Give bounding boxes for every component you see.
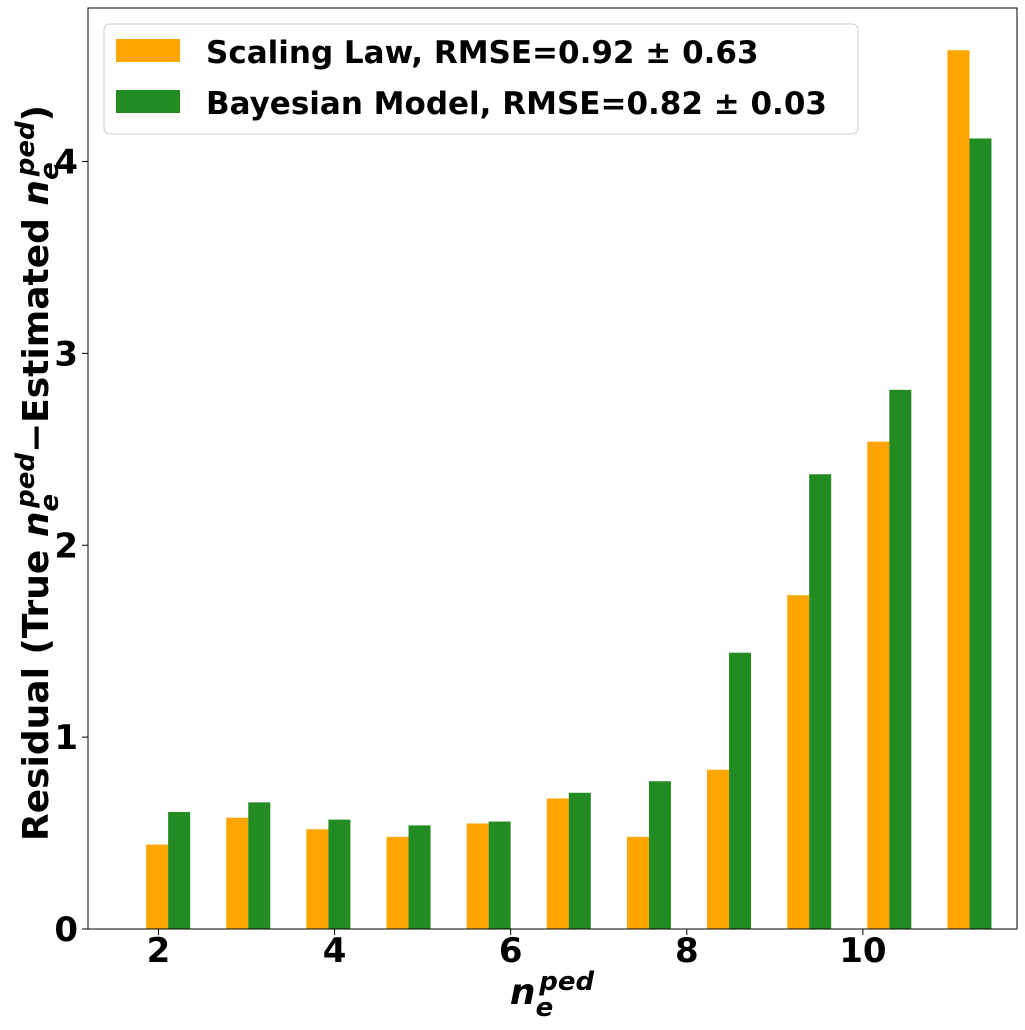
x-tick-label-1: 4 (323, 931, 347, 971)
bar-series-1-point-8 (809, 474, 832, 929)
bar-series-1-point-10 (969, 138, 992, 930)
bar-series-1-point-0 (168, 811, 191, 929)
y-axis-label: Residual (True neped−Estimated neped) (11, 105, 65, 841)
plot-frame (87, 7, 1018, 930)
x-tick-label-3: 8 (675, 931, 699, 971)
bar-series-0-point-10 (947, 50, 970, 929)
y-tick-label-0: 0 (54, 910, 78, 950)
x-tick-label-4: 10 (839, 931, 886, 971)
bar-series-1-point-1 (248, 802, 271, 929)
bar-series-0-point-9 (867, 441, 890, 929)
legend-label-bayesian-model: Bayesian Model, RMSE=0.82 ± 0.03 (206, 86, 827, 122)
x-axis-label: neped (510, 967, 595, 1023)
legend: Scaling Law, RMSE=0.92 ± 0.63 Bayesian M… (103, 23, 859, 135)
bar-series-0-point-3 (386, 836, 409, 929)
legend-label-scaling-law: Scaling Law, RMSE=0.92 ± 0.63 (206, 35, 759, 71)
y-axis-ticks: 0 1 2 3 4 (54, 143, 88, 950)
bar-series-0-point-1 (226, 817, 249, 929)
legend-swatch-bayesian-model (116, 90, 180, 113)
x-axis-ticks: 2 4 6 8 10 (147, 929, 887, 971)
bar-series-1-point-4 (488, 821, 511, 929)
legend-box (103, 23, 859, 135)
y-tick-label-2: 2 (54, 526, 78, 566)
bar-series-0-point-5 (546, 798, 569, 929)
legend-swatch-scaling-law (116, 39, 180, 62)
bar-series-1-point-2 (328, 819, 351, 929)
bar-series-0-point-0 (146, 844, 169, 929)
bar-series-0-point-4 (466, 823, 489, 929)
bar-series-1-point-9 (889, 389, 912, 929)
bar-series-0-point-2 (306, 829, 329, 929)
bar-series-0-point-8 (787, 595, 810, 929)
bar-series-0-point-7 (707, 769, 730, 929)
y-tick-label-3: 3 (54, 334, 78, 374)
bars-layer (146, 50, 992, 930)
bar-series-1-point-6 (648, 781, 671, 929)
y-tick-label-4: 4 (54, 143, 78, 183)
x-tick-label-2: 6 (499, 931, 523, 971)
y-tick-label-1: 1 (54, 718, 78, 758)
x-tick-label-0: 2 (147, 931, 171, 971)
bar-series-0-point-6 (626, 836, 649, 929)
bar-series-1-point-3 (408, 825, 431, 929)
bar-series-1-point-7 (729, 652, 752, 929)
bar-series-1-point-5 (568, 792, 591, 929)
